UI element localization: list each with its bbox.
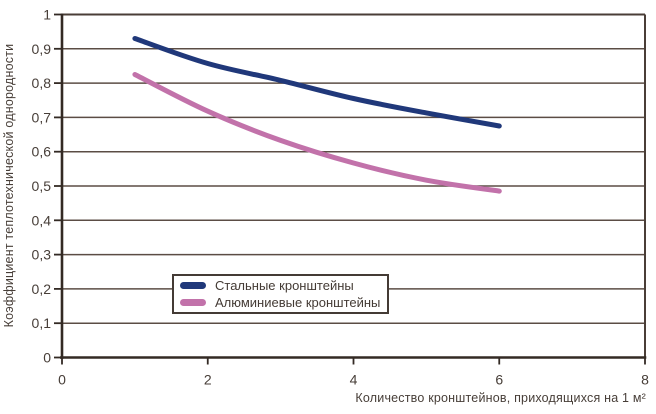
y-tick-label: 0,8: [32, 75, 52, 91]
legend-label-steel: Стальные кронштейны: [215, 278, 354, 293]
legend-item-aluminum: Алюминиевые кронштейны: [180, 294, 387, 311]
x-tick-label: 4: [350, 372, 358, 388]
y-tick-label: 0,2: [32, 281, 52, 297]
x-tick-label: 8: [641, 372, 649, 388]
y-axis-title: Коэффициент теплотехнической однородност…: [2, 43, 16, 328]
legend-item-steel: Стальные кронштейны: [180, 277, 387, 294]
y-tick-label: 0,6: [32, 144, 52, 160]
y-tick-label: 0,7: [32, 109, 52, 125]
legend-label-aluminum: Алюминиевые кронштейны: [215, 295, 381, 310]
y-tick-label: 0,5: [32, 178, 52, 194]
y-tick-label: 1: [43, 7, 51, 23]
x-tick-label: 6: [495, 372, 503, 388]
legend: Стальные кронштейны Алюминиевые кронштей…: [172, 274, 389, 314]
x-tick-label: 0: [58, 372, 66, 388]
x-axis-title: Количество кронштейнов, приходящихся на …: [355, 391, 646, 405]
curve-aluminum: [132, 72, 502, 194]
steel-line-swatch-icon: [180, 282, 206, 289]
x-tick-label: 2: [204, 372, 212, 388]
aluminum-line-swatch-icon: [180, 299, 206, 306]
curve-steel: [132, 36, 502, 129]
y-tick-label: 0,9: [32, 41, 52, 57]
y-tick-label: 0,4: [32, 212, 52, 228]
y-tick-label: 0: [43, 350, 51, 366]
y-tick-label: 0,1: [32, 315, 52, 331]
y-tick-label: 0,3: [32, 247, 52, 263]
